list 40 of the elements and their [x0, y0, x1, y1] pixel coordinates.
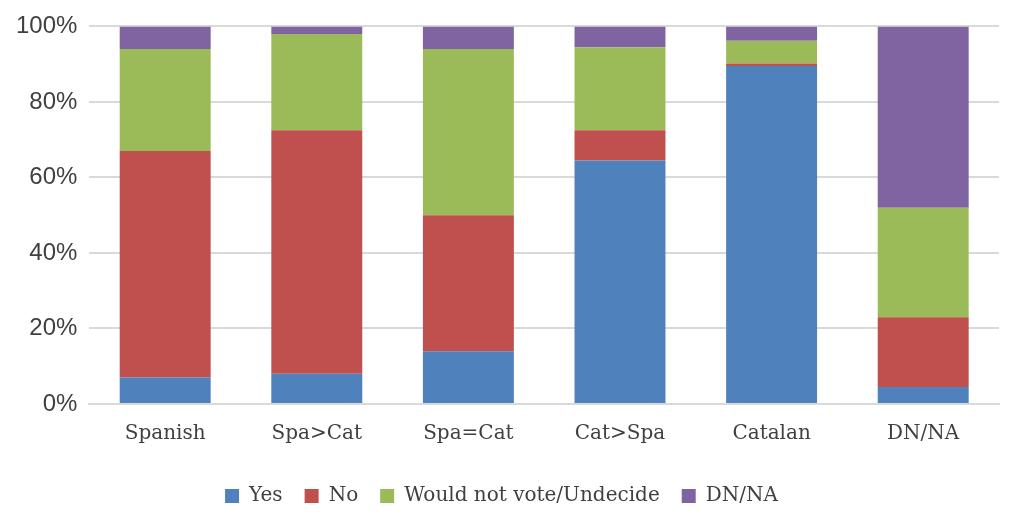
legend-label: Yes — [248, 482, 283, 507]
x-tick-label: Spa>Cat — [271, 420, 363, 445]
bar — [119, 151, 211, 378]
x-tick-label: Spanish — [124, 420, 206, 445]
bar — [422, 49, 514, 216]
y-tick-label: 100% — [15, 11, 78, 39]
bar — [726, 40, 818, 64]
bar — [574, 47, 666, 131]
bar — [119, 377, 211, 403]
x-tick-label: Catalan — [732, 420, 811, 445]
bar — [574, 130, 666, 161]
legend-label: DN/NA — [705, 482, 779, 507]
y-tick-label: 80% — [29, 86, 78, 114]
x-tick-label: Spa=Cat — [423, 420, 514, 445]
bar — [422, 215, 514, 352]
y-tick-label: 40% — [29, 237, 78, 265]
bar — [271, 373, 363, 403]
bar — [877, 26, 969, 208]
x-tick-label: Cat>Spa — [574, 420, 666, 445]
bar — [271, 130, 363, 374]
y-tick-label: 20% — [29, 313, 78, 341]
bar — [271, 26, 363, 34]
y-tick-label: 60% — [29, 162, 78, 190]
x-tick-label: DN/NA — [887, 420, 960, 445]
bar — [726, 66, 818, 403]
bar — [574, 26, 666, 48]
bar — [119, 26, 211, 50]
legend-label: No — [328, 482, 359, 507]
bar — [422, 351, 514, 403]
legend-label: Would not vote/Undecide — [404, 482, 660, 507]
bar — [726, 26, 818, 41]
bar — [877, 387, 969, 403]
bar — [877, 207, 969, 318]
bar — [574, 160, 666, 403]
y-tick-label: 0% — [42, 388, 78, 416]
bar — [422, 26, 514, 50]
bar — [271, 33, 363, 131]
bar — [877, 317, 969, 388]
bar — [119, 49, 211, 152]
bar — [726, 63, 818, 67]
